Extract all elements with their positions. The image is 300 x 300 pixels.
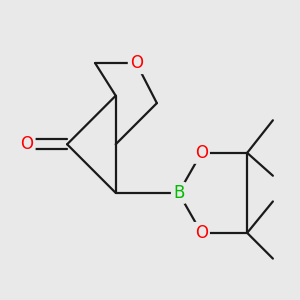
Text: O: O <box>195 224 208 242</box>
Text: B: B <box>173 184 184 202</box>
Text: O: O <box>130 54 143 72</box>
Text: O: O <box>195 144 208 162</box>
Text: O: O <box>21 135 34 153</box>
